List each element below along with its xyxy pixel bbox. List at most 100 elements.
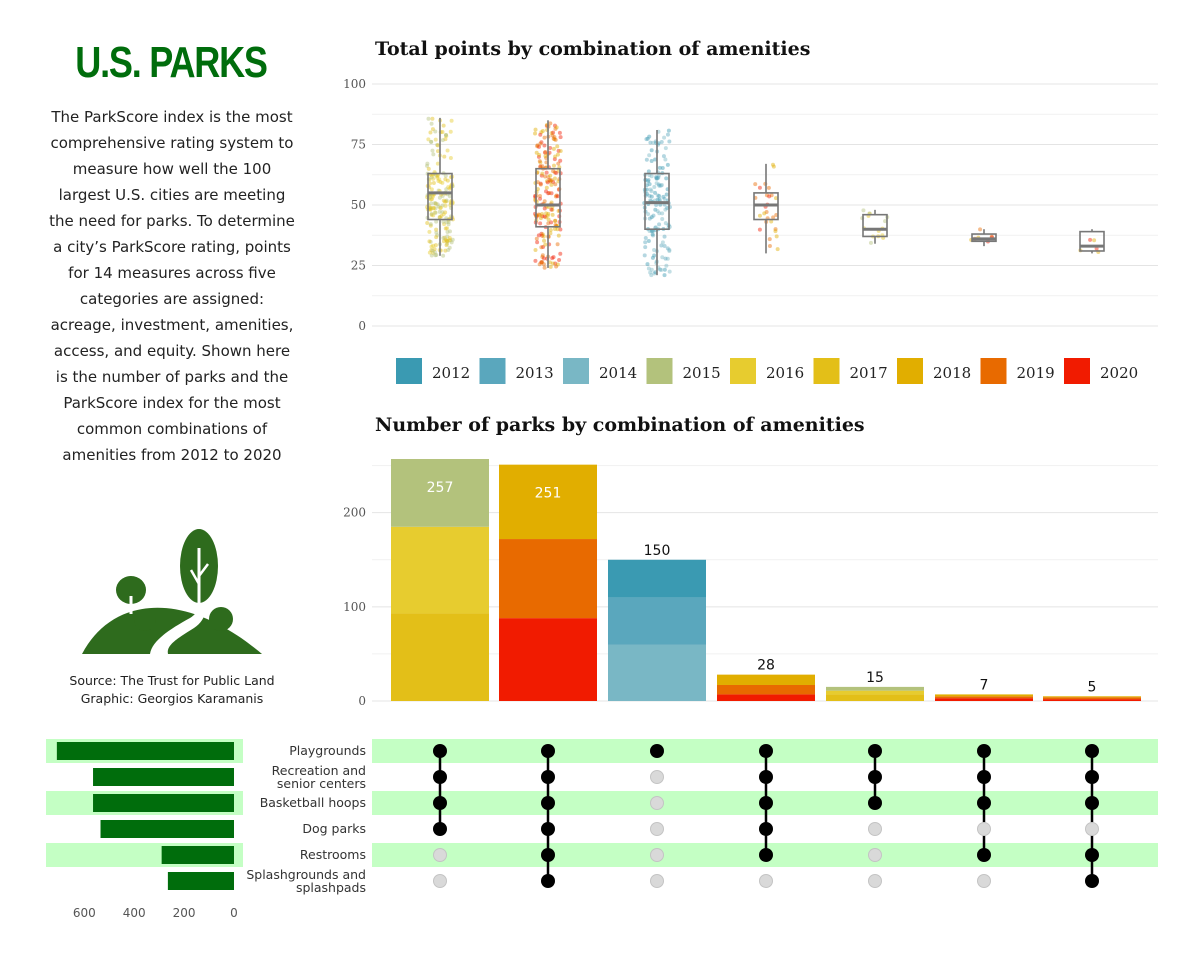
data-point (656, 182, 661, 187)
data-point (431, 251, 436, 256)
legend-swatch (479, 358, 506, 384)
data-point (543, 242, 548, 247)
data-point (647, 182, 652, 187)
data-point (533, 258, 538, 263)
data-point (667, 247, 672, 252)
matrix-dot-on (868, 796, 882, 810)
data-point (447, 186, 452, 191)
bar-segment-2013 (608, 597, 706, 645)
data-point (433, 243, 438, 248)
data-point (541, 234, 546, 239)
legend-swatch (563, 358, 589, 384)
data-point (663, 146, 668, 151)
data-point (428, 206, 433, 211)
data-point (645, 262, 650, 267)
data-point (430, 127, 435, 132)
source-text: Source: The Trust for Public Land (69, 673, 275, 688)
data-point (535, 180, 540, 185)
data-point (644, 191, 649, 196)
data-point (552, 157, 557, 162)
data-point (661, 194, 666, 199)
set-size-bar (167, 872, 234, 890)
legend-label: 2012 (432, 364, 470, 382)
data-point (546, 191, 551, 196)
data-point (431, 243, 436, 248)
data-point (538, 181, 543, 186)
matrix-dot-off (868, 874, 882, 888)
data-point (433, 201, 438, 206)
data-point (663, 256, 668, 261)
data-point (657, 211, 662, 216)
data-point (447, 238, 452, 243)
bar-segment-2020 (717, 694, 815, 701)
data-point (649, 174, 654, 179)
data-point (665, 206, 670, 211)
data-point (555, 227, 560, 232)
data-point (550, 207, 555, 212)
data-point (437, 215, 442, 220)
legend-label: 2015 (683, 364, 721, 382)
data-point (443, 137, 448, 142)
data-point (540, 253, 545, 258)
data-point (446, 222, 451, 227)
data-point (653, 190, 658, 195)
data-point (551, 130, 556, 135)
data-point (436, 204, 441, 209)
data-point (538, 160, 543, 165)
data-point (543, 150, 548, 155)
data-point (538, 164, 543, 169)
data-point (438, 205, 443, 210)
legend-swatch (646, 358, 673, 384)
data-point (547, 191, 552, 196)
data-point (553, 218, 558, 223)
data-point (539, 245, 544, 250)
data-point (444, 132, 449, 137)
data-point (430, 116, 435, 121)
x-tick-label: 200 (173, 906, 196, 920)
data-point (440, 210, 445, 215)
data-point (536, 154, 541, 159)
data-point (773, 229, 778, 234)
data-point (428, 223, 433, 228)
data-point (653, 225, 658, 230)
boxplot-title: Total points by combination of amenities (375, 38, 811, 60)
data-point (546, 211, 551, 216)
data-point (551, 180, 556, 185)
data-point (767, 237, 772, 242)
bar-total-label: 5 (1088, 679, 1097, 695)
data-point (770, 162, 775, 167)
data-point (652, 271, 657, 276)
matrix-dot-on (433, 822, 447, 836)
matrix-dot-on (541, 770, 555, 784)
data-point (542, 150, 547, 155)
bar-total-label: 15 (866, 670, 884, 686)
data-point (647, 229, 652, 234)
data-point (429, 212, 434, 217)
data-point (444, 243, 449, 248)
data-point (646, 239, 651, 244)
matrix-dot-on (759, 822, 773, 836)
data-point (441, 253, 446, 258)
box-iqr (535, 167, 561, 228)
data-point (540, 232, 545, 237)
data-point (428, 207, 433, 212)
row-label-line: senior centers (277, 776, 366, 791)
data-point (446, 248, 451, 253)
data-point (444, 220, 449, 225)
data-point (555, 242, 560, 247)
data-point (542, 135, 547, 140)
data-point (534, 236, 539, 241)
legend-label: 2019 (1017, 364, 1055, 382)
data-point (646, 169, 651, 174)
data-point (644, 157, 649, 162)
data-point (425, 220, 430, 225)
data-point (429, 139, 434, 144)
data-point (655, 193, 660, 198)
data-point (649, 148, 654, 153)
data-point (441, 239, 446, 244)
data-point (443, 132, 448, 137)
bar-segment-2018 (935, 694, 1033, 697)
data-point (536, 233, 541, 238)
legend-label: 2016 (766, 364, 804, 382)
data-point (665, 246, 670, 251)
